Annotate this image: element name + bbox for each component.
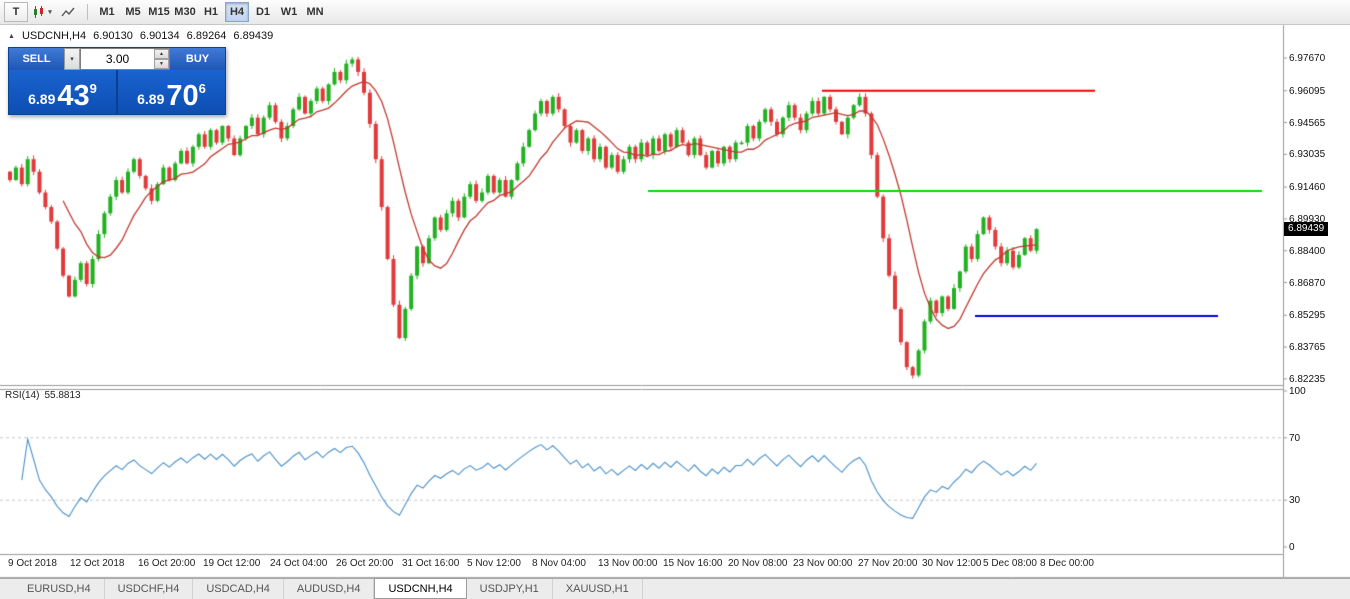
time-axis-label: 26 Oct 20:00	[336, 558, 394, 569]
time-axis-label: 8 Dec 00:00	[1040, 558, 1094, 569]
caret-down-icon: ▾	[70, 56, 74, 63]
trade-panel-prices: 6.89 43 9 6.89 70 6	[9, 70, 225, 114]
rsi-name: RSI(14)	[5, 390, 40, 401]
buy-button[interactable]: BUY	[170, 48, 225, 70]
time-axis-label: 8 Nov 04:00	[532, 558, 586, 569]
chart-tab-audusd-h4[interactable]: AUDUSD,H4	[284, 579, 375, 599]
chevron-down-icon: ▾	[48, 9, 52, 16]
rsi-axis-label: 70	[1289, 432, 1301, 444]
price-axis-label: 6.83765	[1289, 342, 1326, 354]
timeframe-w1-button[interactable]: W1	[277, 2, 301, 22]
chart-tab-usdchf-h4[interactable]: USDCHF,H4	[105, 579, 194, 599]
spinner-up-icon: ▲	[159, 50, 164, 57]
price-axis-label: 6.94565	[1289, 117, 1326, 129]
time-axis-label: 30 Nov 12:00	[922, 558, 982, 569]
rsi-axis-label: 100	[1289, 386, 1306, 397]
buy-price-base: 6.89	[137, 91, 165, 107]
time-axis-label: 5 Dec 08:00	[983, 558, 1037, 569]
timeframe-h1-button[interactable]: H1	[199, 2, 223, 22]
time-axis-label: 20 Nov 08:00	[728, 558, 788, 569]
sell-price-base: 6.89	[28, 91, 56, 107]
chart-ohlc-header: ▲ USDCNH,H4 6.90130 6.90134 6.89264 6.89…	[8, 30, 273, 42]
timeframe-m15-button[interactable]: M15	[147, 2, 171, 22]
collapse-quote-icon[interactable]: ▲	[8, 32, 15, 40]
chart-style-button[interactable]: ▾	[30, 2, 54, 22]
volume-dropdown-button[interactable]: ▾	[64, 48, 80, 70]
top-toolbar: T ▾ M1 M5 M15 M30 H1 H4 D1 W1 MN	[0, 0, 1350, 25]
timeframe-h4-button[interactable]: H4	[225, 2, 249, 22]
text-tool-button[interactable]: T	[4, 2, 28, 22]
time-axis-label: 23 Nov 00:00	[793, 558, 853, 569]
toolbar-separator	[87, 4, 88, 20]
price-axis-label: 6.93035	[1289, 149, 1326, 161]
price-axis-label: 6.96095	[1289, 85, 1326, 97]
volume-up-button[interactable]: ▲	[154, 49, 169, 59]
timeframe-m30-button[interactable]: M30	[173, 2, 197, 22]
rsi-value: 55.8813	[44, 390, 81, 401]
time-axis-label: 16 Oct 20:00	[138, 558, 196, 569]
time-axis-label: 24 Oct 04:00	[270, 558, 328, 569]
chart-tab-usdcnh-h4[interactable]: USDCNH,H4	[374, 578, 467, 599]
chart-tab-xauusd-h1[interactable]: XAUUSD,H1	[553, 579, 643, 599]
price-axis-label: 6.86870	[1289, 277, 1326, 289]
sell-price-superscript: 9	[89, 81, 97, 96]
volume-input[interactable]	[81, 49, 154, 69]
buy-price-superscript: 6	[198, 81, 206, 96]
rsi-axis-label: 30	[1289, 495, 1301, 507]
timeframe-button-group: M1 M5 M15 M30 H1 H4 D1 W1 MN	[95, 2, 327, 22]
volume-spinner: ▲ ▼	[154, 49, 169, 69]
chart-tab-eurusd-h4[interactable]: EURUSD,H4	[14, 579, 105, 599]
timeframe-m5-button[interactable]: M5	[121, 2, 145, 22]
chart-tab-usdcad-h4[interactable]: USDCAD,H4	[193, 579, 284, 599]
price-axis-label: 6.82235	[1289, 373, 1326, 385]
price-axis-label: 6.88400	[1289, 245, 1326, 257]
price-axis-label: 6.91460	[1289, 182, 1326, 194]
trade-panel-controls: SELL ▾ ▲ ▼ BUY	[9, 48, 225, 70]
one-click-trading-panel: SELL ▾ ▲ ▼ BUY 6.89 43 9 6.89 70 6	[8, 47, 226, 115]
text-tool-icon: T	[12, 6, 20, 18]
time-axis-label: 13 Nov 00:00	[598, 558, 658, 569]
ohlc-high: 6.90134	[139, 30, 180, 42]
time-axis-label: 27 Nov 20:00	[858, 558, 918, 569]
time-axis-label: 19 Oct 12:00	[203, 558, 261, 569]
spinner-down-icon: ▼	[159, 60, 164, 67]
time-axis-label: 12 Oct 2018	[70, 558, 125, 569]
sell-price-button[interactable]: 6.89 43 9	[9, 70, 118, 114]
volume-stepper: ▲ ▼	[80, 48, 170, 70]
candlestick-chart-icon	[34, 6, 44, 18]
buy-price-button[interactable]: 6.89 70 6	[118, 70, 225, 114]
price-axis-label: 6.89930	[1289, 213, 1326, 225]
price-axis-label: 6.85295	[1289, 310, 1326, 322]
time-axis-label: 31 Oct 16:00	[402, 558, 460, 569]
sell-price-big: 43	[57, 80, 90, 112]
time-axis-label: 5 Nov 12:00	[467, 558, 521, 569]
chart-symbol-label: USDCNH,H4	[21, 30, 87, 42]
chart-tab-bar: EURUSD,H4 USDCHF,H4 USDCAD,H4 AUDUSD,H4 USDC…	[0, 578, 1350, 599]
ohlc-open: 6.90130	[93, 30, 133, 42]
line-chart-icon	[61, 7, 75, 17]
buy-price-big: 70	[166, 80, 199, 112]
chart-tab-usdjpy-h1[interactable]: USDJPY,H1	[467, 579, 553, 599]
time-axis-label: 9 Oct 2018	[8, 558, 57, 569]
rsi-indicator-label: RSI(14) 55.8813	[5, 390, 81, 401]
sell-button[interactable]: SELL	[9, 48, 64, 70]
current-price-tag: 6.89439	[1284, 222, 1329, 237]
price-axis-label: 6.97670	[1289, 53, 1326, 64]
ohlc-low: 6.89264	[186, 30, 227, 42]
time-axis-label: 15 Nov 16:00	[663, 558, 723, 569]
volume-down-button[interactable]: ▼	[154, 59, 169, 69]
timeframe-m1-button[interactable]: M1	[95, 2, 119, 22]
price-axis: 6.97670 6.96095 6.94565 6.93035 6.91460 6.899…	[1286, 25, 1350, 577]
ohlc-close: 6.89439	[233, 30, 274, 42]
rsi-axis-label: 0	[1289, 542, 1295, 553]
indicators-button[interactable]	[56, 2, 80, 22]
timeframe-mn-button[interactable]: MN	[303, 2, 327, 22]
timeframe-d1-button[interactable]: D1	[251, 2, 275, 22]
